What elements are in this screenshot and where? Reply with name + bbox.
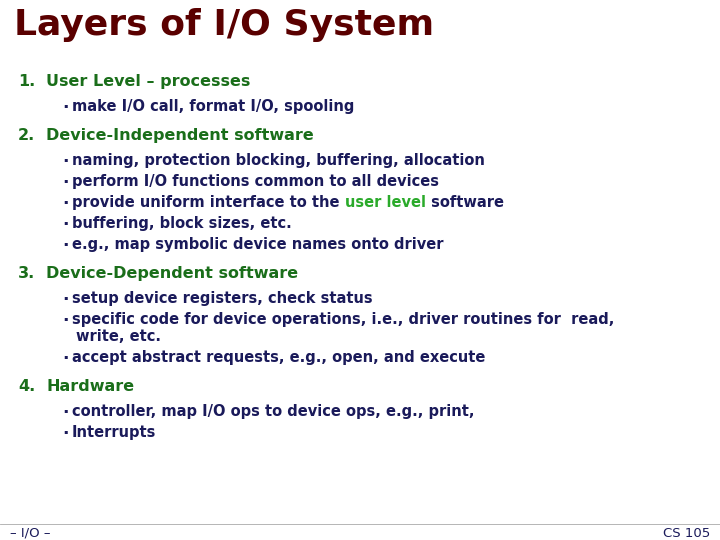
Text: accept abstract requests, e.g., open, and execute: accept abstract requests, e.g., open, an…: [72, 350, 485, 365]
Text: perform I/O functions common to all devices: perform I/O functions common to all devi…: [72, 174, 439, 189]
Text: ·: ·: [62, 425, 68, 443]
Text: Hardware: Hardware: [46, 379, 134, 394]
Text: Interrupts: Interrupts: [72, 425, 156, 440]
Text: ·: ·: [62, 99, 68, 117]
Text: ·: ·: [62, 216, 68, 234]
Text: ·: ·: [62, 312, 68, 330]
Text: ·: ·: [62, 153, 68, 171]
Text: naming, protection blocking, buffering, allocation: naming, protection blocking, buffering, …: [72, 153, 485, 168]
Text: ·: ·: [62, 237, 68, 255]
Text: ·: ·: [62, 174, 68, 192]
Text: ·: ·: [62, 195, 68, 213]
Text: ·: ·: [62, 291, 68, 309]
Text: Layers of I/O System: Layers of I/O System: [14, 8, 434, 42]
Text: ·: ·: [62, 404, 68, 422]
Text: User Level – processes: User Level – processes: [46, 74, 251, 89]
Text: CS 105: CS 105: [662, 527, 710, 540]
Text: provide uniform interface to the: provide uniform interface to the: [72, 195, 345, 210]
Text: 3.: 3.: [18, 266, 35, 281]
Text: setup device registers, check status: setup device registers, check status: [72, 291, 373, 306]
Text: write, etc.: write, etc.: [76, 329, 161, 344]
Text: 2.: 2.: [18, 128, 35, 143]
Text: controller, map I/O ops to device ops, e.g., print,: controller, map I/O ops to device ops, e…: [72, 404, 474, 419]
Text: Device-Dependent software: Device-Dependent software: [46, 266, 298, 281]
Text: – I/O –: – I/O –: [10, 527, 50, 540]
Text: specific code for device operations, i.e., driver routines for  read,: specific code for device operations, i.e…: [72, 312, 614, 327]
Text: make I/O call, format I/O, spooling: make I/O call, format I/O, spooling: [72, 99, 354, 114]
Text: user level: user level: [345, 195, 426, 210]
Text: 1.: 1.: [18, 74, 35, 89]
Text: Device-Independent software: Device-Independent software: [46, 128, 314, 143]
Text: 4.: 4.: [18, 379, 35, 394]
Text: buffering, block sizes, etc.: buffering, block sizes, etc.: [72, 216, 292, 231]
Text: ·: ·: [62, 350, 68, 368]
Text: software: software: [426, 195, 503, 210]
Text: e.g., map symbolic device names onto driver: e.g., map symbolic device names onto dri…: [72, 237, 444, 252]
